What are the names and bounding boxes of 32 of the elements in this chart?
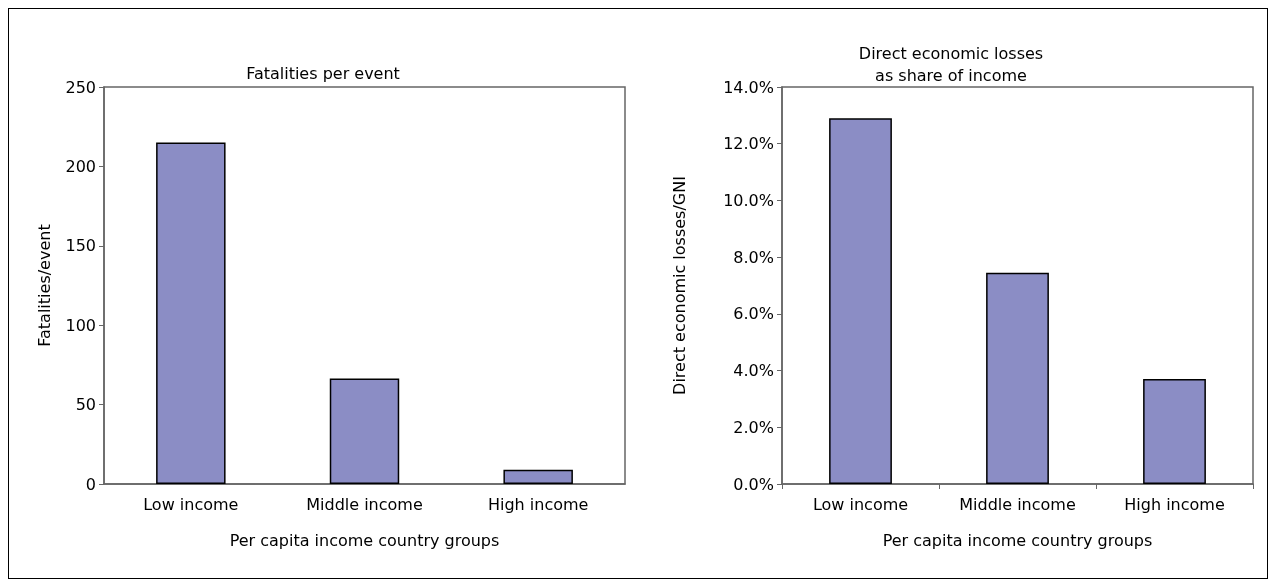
- y-tick-label: 8.0%: [733, 247, 774, 267]
- y-tick-label: 150: [65, 236, 96, 256]
- y-tick-label: 4.0%: [733, 361, 774, 381]
- y-tick-label: 50: [75, 395, 96, 415]
- x-tick-label: High income: [1124, 494, 1225, 514]
- y-tick-label: 6.0%: [733, 304, 774, 324]
- y-axis-title: Fatalities/event: [34, 224, 54, 347]
- y-tick-label: 10.0%: [723, 190, 774, 210]
- y-tick-label: 2.0%: [733, 417, 774, 437]
- y-tick-label: 14.0%: [723, 77, 774, 97]
- bar: [986, 272, 1049, 484]
- bar: [329, 378, 400, 484]
- chart-title: Direct economic losses as share of income: [858, 43, 1044, 85]
- x-tick-label: Middle income: [959, 494, 1076, 514]
- bar: [829, 118, 892, 484]
- bar: [156, 142, 226, 484]
- x-tick-label: Middle income: [306, 494, 423, 514]
- y-tick-label: 200: [65, 156, 96, 176]
- x-tick-label: Low income: [812, 494, 909, 514]
- y-tick-label: 0: [85, 474, 96, 494]
- y-tick-label: 250: [65, 77, 96, 97]
- x-tick-label: Low income: [143, 494, 239, 514]
- x-axis-title: Per capita income country groups: [882, 530, 1153, 550]
- y-tick-label: 100: [65, 315, 96, 335]
- x-tick-label: High income: [487, 494, 589, 514]
- chart-title: Fatalities per event: [246, 63, 400, 83]
- bar: [1143, 379, 1206, 484]
- y-tick-label: 12.0%: [723, 134, 774, 154]
- x-axis-title: Per capita income country groups: [229, 530, 500, 550]
- y-tick-label: 0.0%: [733, 474, 774, 494]
- y-axis-title: Direct economic losses/GNI: [669, 176, 689, 395]
- bar: [503, 469, 573, 484]
